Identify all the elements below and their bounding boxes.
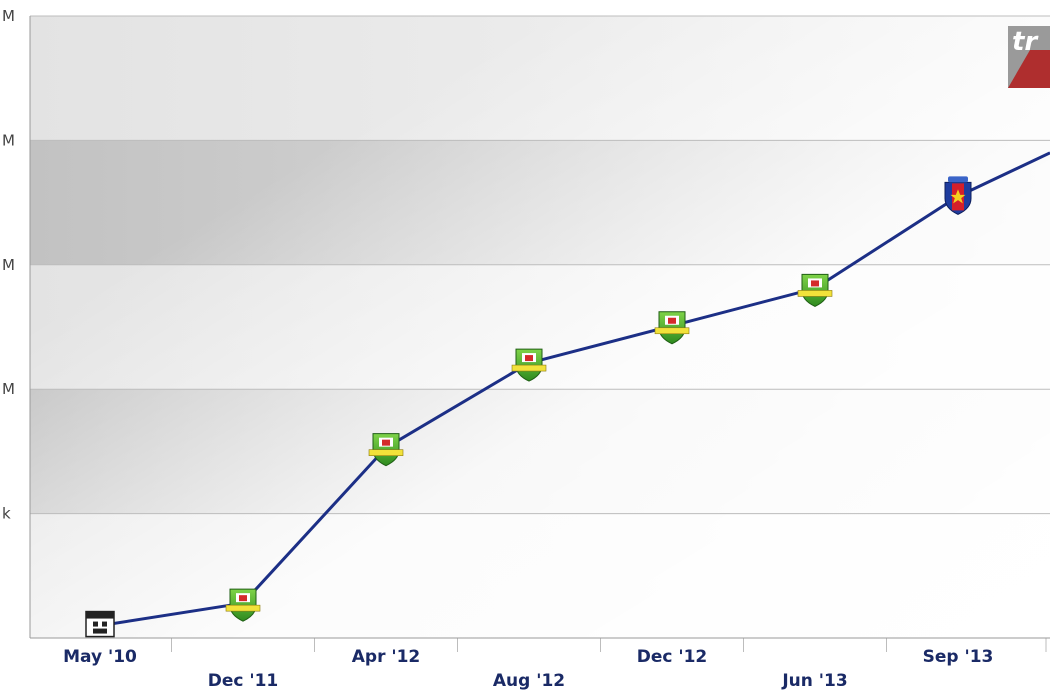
watermark-logo: tr <box>1008 26 1050 88</box>
series-line <box>99 151 1050 628</box>
club-crest-green-yellow-icon[interactable] <box>511 348 547 382</box>
club-crest-green-yellow-icon[interactable] <box>225 588 261 622</box>
x-axis-ticks: May '10 Dec '11 Apr '12 Aug '12 Dec '12 Jun '… <box>63 647 993 691</box>
y-axis-ticks: k M M M M <box>2 7 15 523</box>
watermark-text: tr <box>1012 27 1039 57</box>
x-tick-label: Dec '11 <box>208 671 279 691</box>
club-crest-green-yellow-icon[interactable] <box>654 311 690 345</box>
x-tick-label: Sep '13 <box>923 647 994 667</box>
y-tick-label: M <box>2 7 15 25</box>
x-tick-label: Aug '12 <box>493 671 565 691</box>
x-tick-label: Jun '13 <box>781 671 847 691</box>
x-tick-label: May '10 <box>63 647 137 667</box>
club-crest-green-yellow-icon[interactable] <box>368 433 404 467</box>
y-tick-label: M <box>2 256 15 274</box>
y-tick-label: M <box>2 131 15 149</box>
y-tick-label: M <box>2 380 15 398</box>
club-crest-black-white-icon[interactable] <box>85 610 115 638</box>
club-crest-red-blue-icon[interactable] <box>944 176 972 215</box>
plot-background <box>30 16 1050 638</box>
club-crest-green-yellow-icon[interactable] <box>797 273 833 307</box>
axes <box>29 16 1050 639</box>
series-markers <box>85 176 972 638</box>
x-tick-label: Dec '12 <box>637 647 708 667</box>
plot-highlight <box>30 16 1050 638</box>
y-tick-label: k <box>2 505 11 523</box>
x-tick-label: Apr '12 <box>352 647 421 667</box>
